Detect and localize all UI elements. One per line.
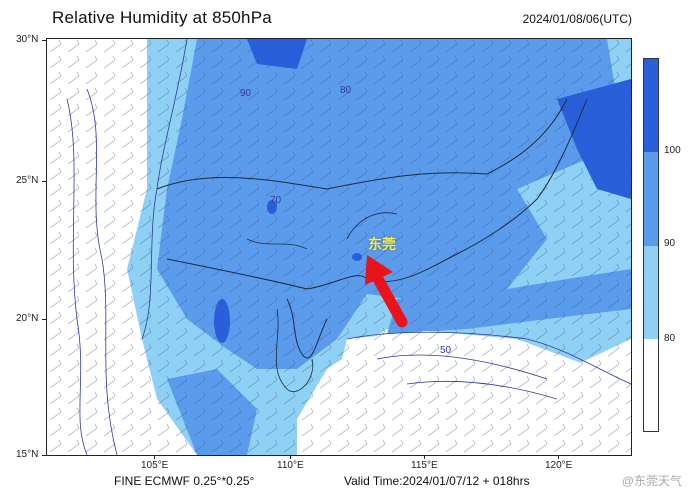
lat-tick [42, 455, 46, 456]
lat-label: 25°N [16, 175, 39, 186]
valid-time-label: Valid Time:2024/01/07/12 + 018hrs [344, 474, 530, 488]
contour-label: 70 [270, 195, 282, 206]
contour-label: 80 [340, 85, 352, 96]
arrow-marker [365, 255, 408, 328]
contour-label: 50 [440, 345, 452, 356]
lon-label: 110°E [277, 460, 304, 471]
lon-tick [154, 455, 155, 459]
lat-tick [42, 40, 46, 41]
lon-tick [558, 455, 559, 459]
lat-label: 30°N [16, 34, 39, 45]
contour-label: 90 [240, 88, 252, 99]
lon-label: 115°E [411, 460, 438, 471]
legend-swatch-100 [644, 59, 658, 152]
lon-label: 120°E [545, 460, 573, 471]
legend-label: 90 [664, 238, 676, 249]
chart-title: Relative Humidity at 850hPa [52, 8, 272, 27]
init-timestamp: 2024/01/08/06(UTC) [522, 12, 632, 26]
watermark: @东莞天气 [622, 472, 682, 489]
legend-swatch-90 [644, 152, 658, 246]
legend-swatch-80 [644, 246, 658, 339]
legend-label: 100 [664, 145, 681, 156]
lon-label: 105°E [141, 460, 169, 471]
lat-tick [42, 319, 46, 320]
legend-label: 80 [664, 333, 676, 344]
city-label-dongguan: 东莞 [368, 236, 396, 252]
lat-tick [42, 181, 46, 182]
model-label: FINE ECMWF 0.25°*0.25° [114, 474, 255, 488]
lon-tick [424, 455, 425, 459]
legend-colorbar [643, 58, 659, 432]
watermark-text: @东莞天气 [621, 474, 682, 488]
humidity-map [46, 38, 632, 456]
lat-label: 20°N [16, 313, 39, 324]
legend-swatch-below [644, 339, 658, 431]
lon-tick [290, 455, 291, 459]
lat-label: 15°N [16, 449, 39, 460]
